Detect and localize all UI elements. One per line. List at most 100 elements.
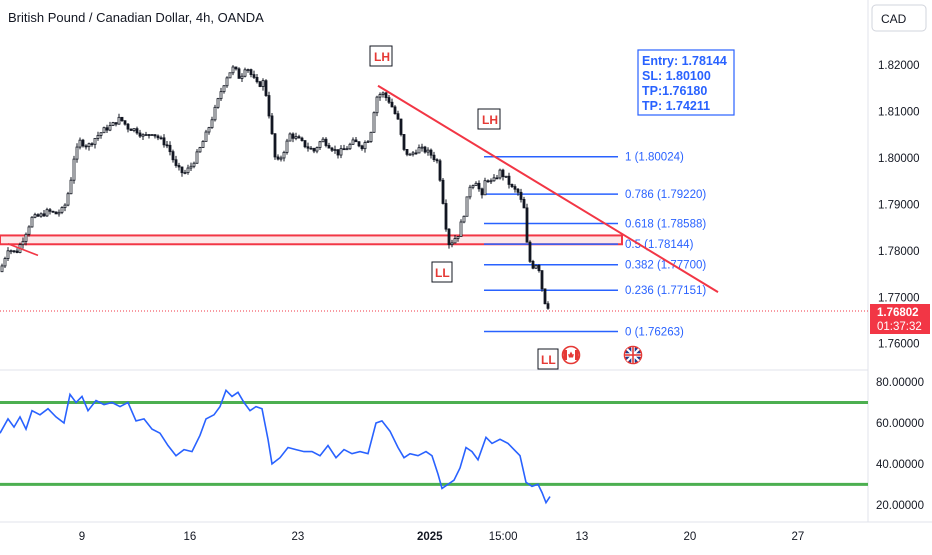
candles-layer — [0, 65, 550, 310]
candle-up — [462, 215, 466, 223]
candle-up — [375, 96, 379, 114]
ll-marker-1-label: LL — [435, 266, 450, 280]
candle-down — [234, 66, 238, 70]
candle-up — [483, 180, 487, 196]
trade-info-box[interactable]: Entry: 1.78144 SL: 1.80100 TP:1.76180 TP… — [637, 49, 735, 116]
candle-down — [402, 134, 406, 150]
candle-up — [210, 119, 214, 129]
candle-up — [222, 85, 226, 93]
time-tick-label: 15:00 — [489, 531, 518, 543]
candle-up — [534, 264, 538, 269]
candle-up — [348, 143, 352, 150]
candle-down — [396, 113, 400, 120]
price-axis[interactable]: 1.82000 1.81000 1.80000 1.79000 1.78000 1.770… — [878, 60, 920, 351]
candle-down — [264, 80, 268, 96]
candle-up — [99, 132, 103, 136]
currency-button[interactable]: CAD — [871, 4, 927, 32]
candle-down — [357, 141, 361, 147]
candle-down — [393, 106, 397, 115]
candle-down — [522, 199, 526, 209]
lh-marker-1[interactable]: LH — [369, 45, 393, 67]
fib-level-label: 0.786 (1.79220) — [625, 189, 706, 201]
candle-down — [519, 191, 523, 200]
lh-marker-1-label: LH — [374, 50, 390, 64]
candle-up — [411, 152, 415, 155]
candle-up — [201, 140, 205, 148]
fib-retracement[interactable]: 1 (1.80024) 0.786 (1.79220) 0.618 (1.78588… — [484, 152, 706, 339]
trendline-layer[interactable] — [7, 84, 719, 293]
lh-marker-2[interactable]: LH — [477, 108, 501, 130]
candle-up — [279, 157, 283, 160]
candle-up — [27, 226, 31, 235]
candle-down — [303, 140, 307, 148]
candle-up — [225, 77, 229, 87]
candle-down — [120, 116, 124, 122]
short-trendline[interactable] — [7, 243, 39, 257]
candle-up — [261, 80, 265, 87]
candle-down — [435, 159, 439, 162]
canada-flag-icon-leaf — [568, 351, 574, 358]
candle-up — [333, 149, 337, 152]
trade-entry-text: Entry: 1.78144 — [642, 54, 727, 68]
candle-down — [501, 169, 505, 178]
candle-up — [96, 135, 100, 139]
ll-marker-2[interactable]: LL — [537, 348, 559, 370]
current-price-value: 1.76802 — [877, 307, 919, 319]
candle-down — [540, 270, 544, 290]
ll-marker-1[interactable]: LL — [431, 261, 453, 283]
candle-up — [33, 214, 37, 218]
candle-up — [492, 177, 496, 182]
canada-flag-icon[interactable] — [561, 345, 581, 365]
candle-down — [306, 146, 310, 149]
candle-down — [429, 149, 433, 156]
candle-up — [498, 169, 502, 179]
candle-down — [447, 228, 451, 246]
trade-tp2-text: TP: 1.74211 — [642, 99, 710, 113]
candle-up — [294, 136, 298, 139]
candle-down — [138, 132, 142, 137]
candle-up — [141, 134, 145, 137]
price-tick-label: 1.79000 — [878, 199, 920, 211]
time-tick-label: 9 — [79, 531, 85, 543]
candle-up — [204, 131, 208, 142]
candle-down — [51, 210, 55, 213]
uk-flag-icon[interactable] — [623, 345, 643, 365]
price-tick-label: 1.81000 — [878, 106, 920, 118]
candle-up — [243, 69, 247, 77]
currency-button-frame[interactable] — [871, 4, 927, 32]
candle-down — [390, 101, 394, 108]
currency-button-label[interactable]: CAD — [881, 12, 907, 26]
time-axis[interactable]: 9 16 23 2025 15:00 13 20 27 — [79, 531, 805, 543]
price-tick-label: 1.76000 — [878, 339, 920, 351]
descending-trendline[interactable] — [377, 84, 719, 293]
trade-tp1-text: TP:1.76180 — [642, 84, 707, 98]
candle-down — [336, 149, 340, 156]
candle-up — [345, 148, 349, 151]
canada-flag-icon-bar-left — [563, 350, 567, 360]
candle-down — [84, 145, 88, 148]
fib-level-label: 1 (1.80024) — [625, 152, 684, 164]
candle-down — [258, 81, 262, 87]
fib-level-label: 0.5 (1.78144) — [625, 239, 694, 251]
support-zone-rect[interactable] — [0, 234, 623, 246]
support-zone-layer — [0, 234, 623, 246]
candle-up — [9, 250, 13, 253]
candle-down — [384, 92, 388, 98]
candle-down — [486, 180, 490, 183]
candle-down — [54, 211, 58, 215]
candle-up — [285, 140, 289, 153]
ll-marker-2-box — [537, 348, 559, 370]
candle-down — [114, 122, 118, 125]
candle-down — [105, 127, 109, 131]
candle-up — [288, 133, 292, 142]
candle-down — [291, 133, 295, 139]
candle-up — [351, 139, 355, 145]
candle-up — [282, 151, 286, 159]
candle-down — [153, 134, 157, 137]
candle-down — [297, 136, 301, 139]
candle-down — [165, 144, 169, 147]
candle-down — [327, 145, 331, 149]
candle-down — [48, 209, 52, 212]
